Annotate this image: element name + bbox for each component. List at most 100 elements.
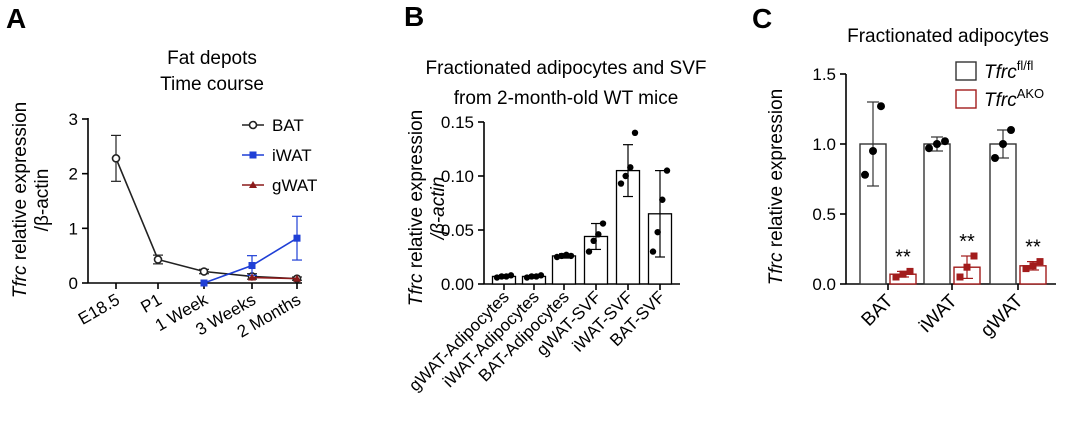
panel-a-point-iWAT xyxy=(200,279,208,287)
panel-c-datapoint xyxy=(861,170,869,179)
panel-c-legend-swatch xyxy=(955,89,977,109)
panel-c-datapoint xyxy=(1029,262,1037,270)
panel-b-title-line1: Fractionated adipocytes and SVF xyxy=(426,58,707,79)
panel-b-datapoint xyxy=(585,248,593,255)
panel-a-ylabel: Tfrc relative expression xyxy=(10,102,31,298)
panel-b-ylabel-gene: Tfrc xyxy=(406,273,427,306)
panel-b-ytick-label: 0.15 xyxy=(441,113,474,132)
panel-c-datapoint xyxy=(941,137,949,146)
panel-a-legend-label-BAT: BAT xyxy=(272,116,304,135)
panel-c-significance: ** xyxy=(1025,237,1041,259)
panel-c-legend-label: Tfrcfl/fl xyxy=(984,58,1033,83)
panel-c-legend-swatch xyxy=(955,61,977,81)
panel-a-point-BAT xyxy=(199,267,209,276)
panel-c-datapoint xyxy=(877,102,885,111)
panel-c-chart: Fractionated adipocytes Tfrc relative ex… xyxy=(766,26,1056,341)
panel-a-point-gWAT xyxy=(248,273,256,281)
panel-a-xtick-label: E18.5 xyxy=(75,290,123,329)
panel-c-legend-genotype: fl/fl xyxy=(1017,58,1034,73)
panel-b-datapoint xyxy=(528,273,535,280)
panel-a-legend-marker-BAT xyxy=(248,120,258,130)
panel-b-chart: Fractionated adipocytes and SVF from 2-m… xyxy=(405,58,706,395)
panel-c-datapoint xyxy=(991,154,999,162)
panel-a-title-line1: Fat depots xyxy=(167,48,257,69)
panel-a-legend-label-iWAT: iWAT xyxy=(272,146,312,165)
panel-b-datapoint xyxy=(631,129,639,136)
panel-c-ytick-label: 0.0 xyxy=(812,275,836,294)
panel-c-datapoint xyxy=(933,140,941,148)
panel-a-title-line2: Time course xyxy=(160,74,264,95)
panel-a-ylabel-line2: /β-actin xyxy=(32,169,53,232)
panel-a-ytick-label: 1 xyxy=(69,219,78,238)
panel-b-datapoint xyxy=(595,231,602,238)
panel-a-point-BAT xyxy=(153,255,163,264)
panel-b-datapoint xyxy=(537,272,545,279)
panel-c-datapoint xyxy=(1036,258,1044,266)
panel-c-xtick-label: BAT xyxy=(858,290,898,330)
panel-b-datapoint xyxy=(654,228,661,236)
panel-c-datapoint xyxy=(956,273,964,281)
panel-c-ytick-label: 1.0 xyxy=(812,135,836,154)
panel-c-legend-genotype: AKO xyxy=(1017,86,1044,101)
panel-a-legend-marker-iWAT xyxy=(249,151,257,159)
panel-b-datapoint xyxy=(507,272,515,279)
panel-c-bar xyxy=(923,143,951,285)
panel-c-bar xyxy=(989,143,1017,285)
panel-c-xtick-label: gWAT xyxy=(977,290,1028,341)
panel-a-chart: Fat depots Time course Tfrc relative exp… xyxy=(10,48,317,341)
panel-c-ytick-label: 0.5 xyxy=(812,205,836,224)
panel-b-datapoint xyxy=(567,252,575,260)
panel-c-ylabel-gene: Tfrc xyxy=(766,252,787,285)
panel-b-datapoint xyxy=(599,220,607,227)
panel-a-ytick-label: 2 xyxy=(69,165,78,184)
panel-b-datapoint xyxy=(617,180,625,187)
panel-c-legend-gene: Tfrc xyxy=(984,62,1017,83)
panel-b-datapoint xyxy=(622,172,629,180)
panel-c-significance: ** xyxy=(959,231,975,253)
panel-a-ytick-label: 0 xyxy=(69,274,78,293)
panel-b-datapoint xyxy=(649,248,657,255)
panel-c-ytick-label: 1.5 xyxy=(812,65,836,84)
panel-c-datapoint xyxy=(963,263,971,271)
panel-c-letter: C xyxy=(752,3,772,34)
panel-a-point-BAT xyxy=(111,154,121,163)
panel-c-datapoint xyxy=(892,273,900,281)
panel-a-ylabel-gene: Tfrc xyxy=(10,265,31,298)
panel-a-letter: A xyxy=(6,3,26,34)
panel-c-ylabel: Tfrc relative expression xyxy=(766,89,787,285)
panel-a-ytick-label: 3 xyxy=(69,110,78,129)
panel-b-datapoint xyxy=(663,167,671,174)
panel-c-datapoint xyxy=(1022,265,1030,273)
panel-b-ylabel-rest: relative expression xyxy=(406,110,427,274)
panel-b-ylabel: Tfrc relative expression xyxy=(406,110,427,306)
panel-a-legend-marker-gWAT xyxy=(249,181,257,188)
panel-b-ytick-label: 0.00 xyxy=(441,275,474,294)
panel-b-ytick-label: 0.10 xyxy=(441,167,474,186)
panel-b-title-line2: from 2-month-old WT mice xyxy=(454,88,679,109)
panel-c-significance: ** xyxy=(895,246,911,268)
panel-b-ytick-label: 0.05 xyxy=(441,221,474,240)
panel-c-datapoint xyxy=(999,140,1007,148)
panel-a-line-gWAT xyxy=(251,276,298,280)
panel-a-point-iWAT xyxy=(248,262,256,270)
panel-c-datapoint xyxy=(899,270,907,278)
panel-c-title: Fractionated adipocytes xyxy=(847,26,1049,47)
panel-b-ylabel-line2: /β-actin xyxy=(428,177,449,242)
panel-a-line-BAT xyxy=(115,158,298,280)
panel-c-datapoint xyxy=(906,267,914,275)
panel-a-ylabel-rest: relative expression xyxy=(10,102,31,266)
panel-b-datapoint xyxy=(627,164,634,171)
panel-c-ylabel-rest: relative expression xyxy=(766,89,787,253)
panel-c-datapoint xyxy=(970,252,978,260)
panel-b-datapoint xyxy=(498,273,505,280)
panel-c-datapoint xyxy=(925,144,933,153)
panel-a-point-iWAT xyxy=(293,234,301,242)
panel-c-datapoint xyxy=(869,147,877,155)
panel-c-datapoint xyxy=(1007,126,1015,134)
panel-b-bar xyxy=(551,255,577,285)
panel-c-legend-gene: Tfrc xyxy=(984,90,1017,111)
panel-c-xtick-label: iWAT xyxy=(915,290,961,336)
panel-b-datapoint xyxy=(590,237,597,244)
panel-b-letter: B xyxy=(404,1,424,32)
